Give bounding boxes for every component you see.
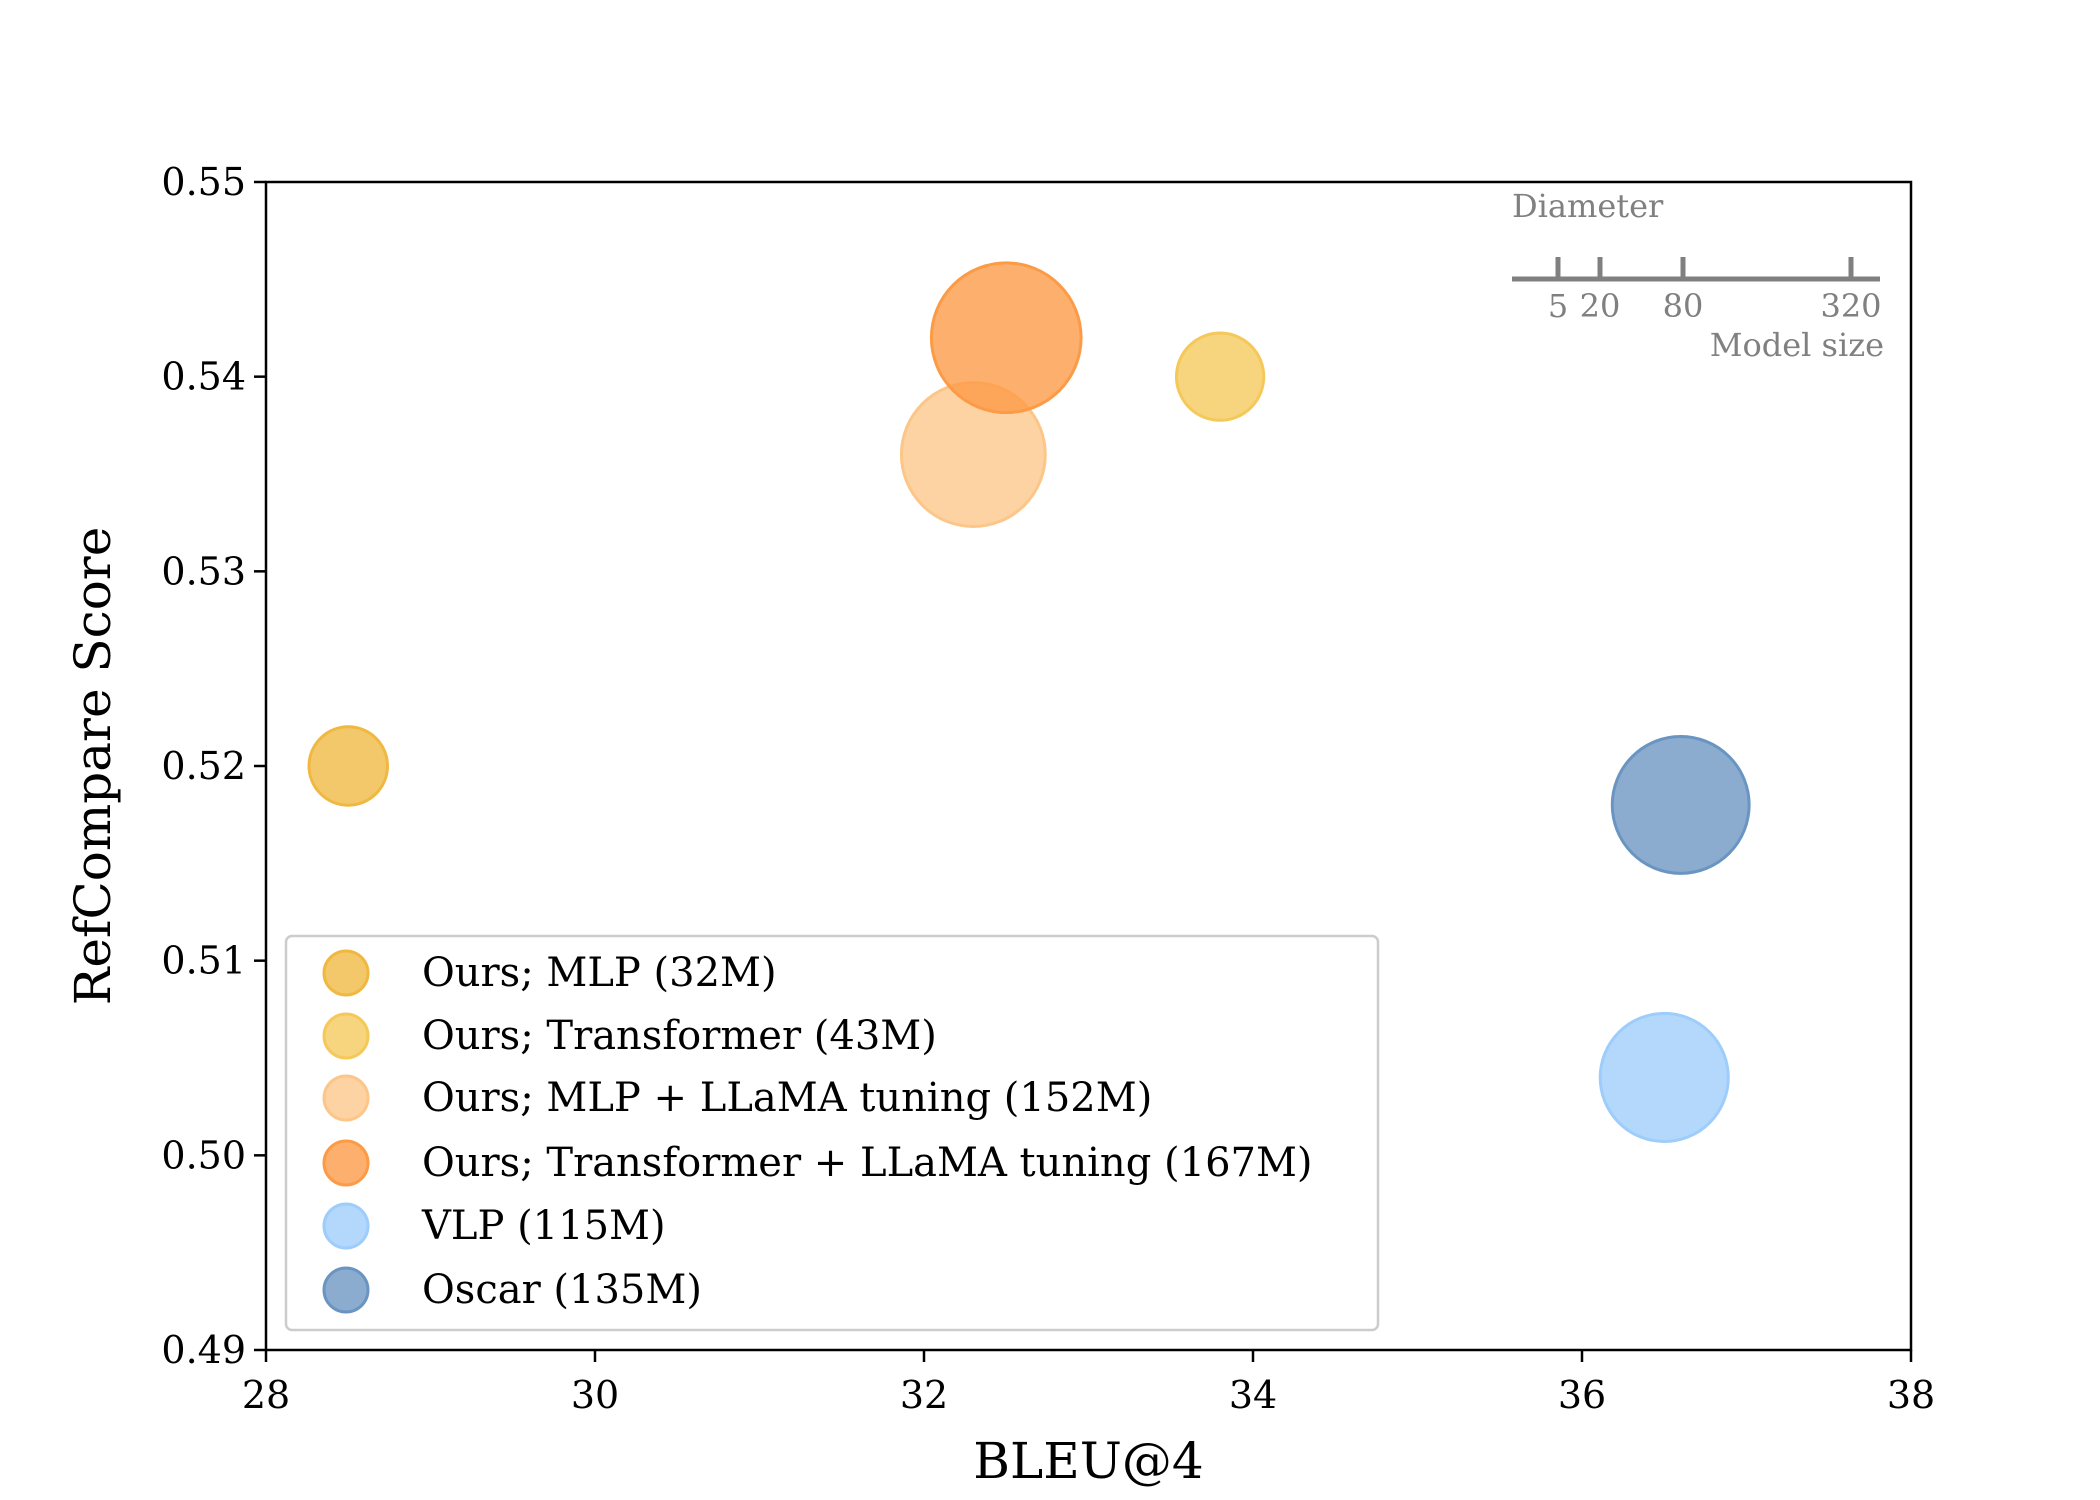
- bubble-3: [929, 261, 1083, 415]
- x-tick-label-2: 32: [900, 1373, 948, 1417]
- legend-marker-5: [322, 1266, 370, 1314]
- legend: Ours; MLP (32M) Ours; Transformer (43M) Ou…: [284, 934, 1380, 1332]
- size-scale-tick-label-0: 5: [1548, 287, 1568, 325]
- legend-label-1: Ours; Transformer (43M): [422, 1013, 937, 1059]
- bubble-4: [1598, 1011, 1730, 1144]
- x-tick-label-1: 30: [571, 1373, 619, 1417]
- y-tick-label-5: 0.54: [161, 355, 246, 399]
- legend-marker-2: [322, 1074, 370, 1122]
- x-tick-label-4: 36: [1558, 1373, 1606, 1417]
- legend-marker-0: [322, 949, 370, 997]
- legend-label-5: Oscar (135M): [422, 1267, 702, 1313]
- legend-marker-1: [322, 1012, 370, 1060]
- legend-marker-3: [322, 1139, 370, 1187]
- bubbles-layer: [307, 261, 1751, 1144]
- bubble-1: [1174, 331, 1266, 422]
- legend-label-4: VLP (115M): [421, 1203, 666, 1249]
- bubble-0: [307, 725, 389, 807]
- legend-label-2: Ours; MLP + LLaMA tuning (152M): [422, 1075, 1152, 1121]
- legend-label-3: Ours; Transformer + LLaMA tuning (167M): [422, 1140, 1313, 1186]
- legend-label-0: Ours; MLP (32M): [422, 950, 777, 996]
- y-axis: 0.49 0.50 0.51 0.52 0.53 0.54 0.55: [161, 160, 266, 1372]
- size-scale-tick-label-1: 20: [1580, 287, 1621, 325]
- y-tick-label-0: 0.49: [161, 1328, 246, 1372]
- y-tick-label-1: 0.50: [161, 1133, 246, 1177]
- x-axis-label: BLEU@4: [973, 1432, 1203, 1490]
- x-tick-label-0: 28: [242, 1373, 290, 1417]
- y-tick-label-6: 0.55: [161, 160, 246, 204]
- size-scale-title: Diameter: [1512, 187, 1664, 225]
- x-tick-label-3: 34: [1229, 1373, 1277, 1417]
- x-axis: 28 30 32 34 36 38: [242, 1350, 1935, 1417]
- size-scale-tick-label-2: 80: [1663, 287, 1704, 325]
- x-tick-label-5: 38: [1887, 1373, 1935, 1417]
- legend-marker-4: [322, 1202, 370, 1250]
- bubble-5: [1610, 735, 1751, 875]
- size-scale-tick-label-3: 320: [1820, 287, 1881, 325]
- size-scale-label: Model size: [1710, 326, 1884, 364]
- y-axis-label: RefCompare Score: [64, 527, 122, 1006]
- y-tick-label-4: 0.53: [161, 549, 246, 593]
- y-tick-label-2: 0.51: [161, 939, 246, 983]
- legend-box: [284, 934, 1380, 1332]
- y-tick-label-3: 0.52: [161, 744, 246, 788]
